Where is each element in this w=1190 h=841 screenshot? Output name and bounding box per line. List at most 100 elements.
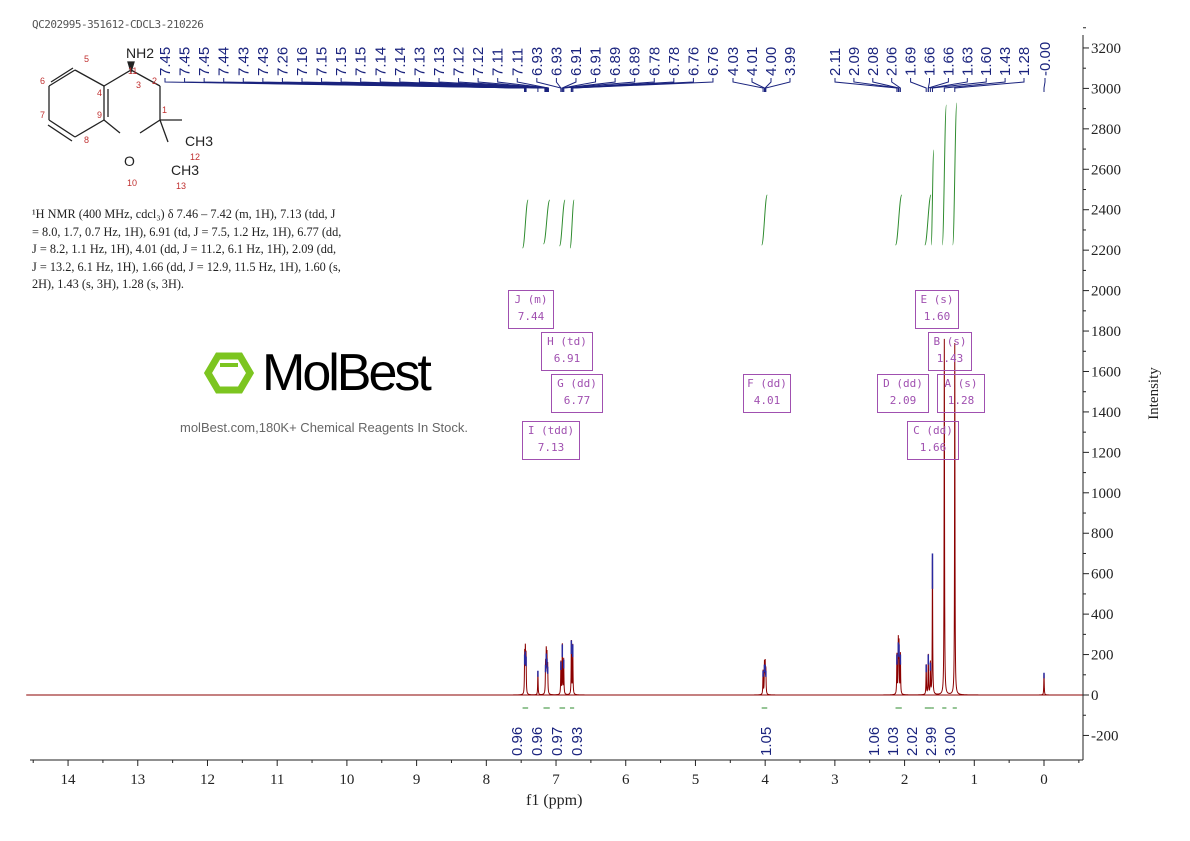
integral-curve [930,149,935,246]
multiplet-label: C (dd) [908,422,958,439]
multiplet-shift: 7.44 [517,310,545,323]
peak-label: 7.13 [411,47,428,76]
peak-labels: 7.45 7.45 7.45 7.44 7.43 7.43 7.26 7.16 7.15 7.15… [157,42,1054,92]
peak-label: 6.76 [685,47,702,76]
x-tick-label: 6 [622,772,630,788]
atom-number: 1 [162,105,167,115]
peak-label: 4.03 [725,47,742,76]
peak-label: 7.14 [392,47,409,76]
x-tick-label: 14 [61,772,77,788]
x-tick-label: 13 [130,772,145,788]
atom-number: 2 [152,76,157,86]
x-tick-label: 0 [1040,772,1048,788]
multiplet-shift: 1.60 [923,310,951,323]
x-tick-label: 2 [901,772,909,788]
multiplet-type: (dd) [926,424,953,437]
peak-label: 7.12 [451,47,468,76]
multiplet-label: I (tdd) [523,422,579,439]
peak-label: 6.76 [705,47,722,76]
x-tick-label: 11 [270,772,284,788]
y-tick-label: 0 [1091,688,1099,704]
peak-label: 1.69 [903,47,920,76]
multiplet-id: F [747,377,754,390]
multiplet-type: (dd) [760,377,787,390]
y-tick-label: 2200 [1091,243,1121,259]
peak-label-connector [561,78,577,92]
x-tick-label: 9 [413,772,421,788]
y-tick-label: 1000 [1091,486,1121,502]
x-tick-label: 5 [692,772,700,788]
multiplet-id: C [913,424,920,437]
integral-value: 1.03 [885,727,902,756]
peak-label: 6.78 [646,47,663,76]
amine-group: NH2 [126,45,154,61]
peak-label-connector [765,78,791,92]
integral-curve [522,199,529,249]
peak-label: 7.43 [235,47,252,76]
integral-curve [559,199,566,247]
peak-label-connector [536,78,562,92]
multiplet-shift: 1.66 [919,441,947,454]
peak-label: 1.66 [922,47,939,76]
multiplet-box-I: I (tdd) 7.13 [522,421,580,460]
watermark-text: molBest.com,180K+ Chemical Reagents In S… [180,420,468,435]
ring-oxygen: O [124,153,135,169]
integral-value: 2.02 [904,727,921,756]
multiplet-id: G [557,377,564,390]
peak-label-connector [853,78,899,92]
atom-number: 11 [128,66,137,76]
y-tick-label: 2000 [1091,284,1121,300]
multiplet-shift: 1.28 [947,394,975,407]
y-tick-label: 1400 [1091,405,1121,421]
peak-label-connector [516,78,549,92]
integral-curve [569,199,575,249]
peak-label-connector [561,78,597,92]
peak-label: 7.11 [490,48,507,76]
peak-label: 7.44 [216,47,233,76]
nmr-description: ¹H NMR (400 MHz, cdcl₃) δ 7.46 – 7.42 (m… [32,207,342,291]
y-tick-label: 3200 [1091,41,1121,57]
atom-number: 4 [97,88,102,98]
peak-label-connector [927,78,949,92]
peak-label-connector [764,78,772,92]
multiplet-shift: 4.01 [753,394,781,407]
y-tick-label: 2600 [1091,162,1121,178]
peak-label-connector [732,78,764,92]
peak-label-connector [572,78,714,92]
integral-value: 3.00 [942,727,959,756]
peak-label: 2.06 [884,47,901,76]
x-tick-label: 4 [761,772,769,788]
peak-label-connector [891,78,901,92]
integral-curve [924,194,932,246]
multiplet-box-A: A (s) 1.28 [937,374,985,413]
peak-label: 1.28 [1016,47,1033,76]
multiplet-label: A (s) [938,375,984,392]
multiplet-id: J [514,293,522,306]
multiplet-type: (m) [527,293,548,306]
peak-label: 6.93 [548,47,565,76]
multiplet-box-E: E (s) 1.60 [915,290,959,329]
y-tick-label: 400 [1091,607,1114,623]
peak-label: 1.66 [940,47,957,76]
integral-curve [542,199,551,245]
multiplet-shift: 1.43 [936,352,964,365]
peak-label-connector [1043,78,1046,92]
peak-label: 4.01 [744,47,761,76]
methyl-12: CH3 [185,133,213,149]
multiplet-label: F (dd) [744,375,790,392]
atom-number: 13 [176,181,186,191]
y-tick-label: 800 [1091,526,1114,542]
peak-label-connector [438,78,548,92]
integral-value: 0.96 [529,727,546,756]
integral-value: 2.99 [923,727,940,756]
peak-label: 7.11 [509,48,526,76]
integral-curve [941,104,947,246]
peak-label: 7.26 [274,47,291,76]
peak-label: 7.12 [470,47,487,76]
peak-label: 6.93 [529,47,546,76]
peak-label-connector [555,78,562,92]
peak-label-connector [477,78,549,92]
peak-label: 7.13 [431,47,448,76]
multiplet-shift: 2.09 [889,394,917,407]
